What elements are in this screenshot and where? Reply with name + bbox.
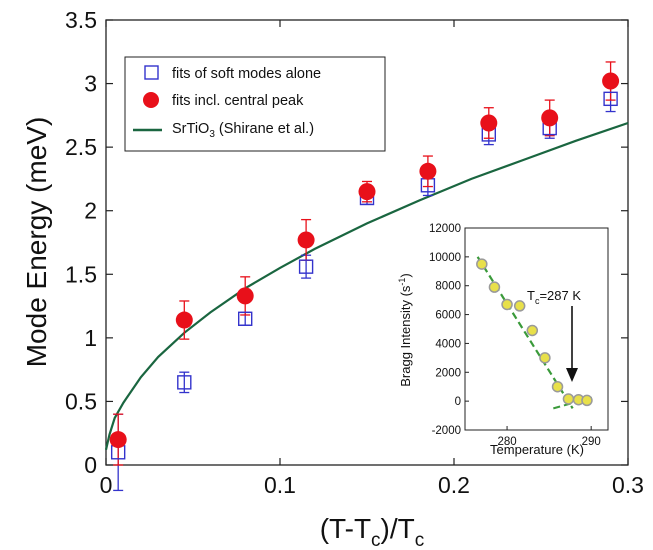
legend-label-srtio3: SrTiO3 (Shirane et al.) [172, 121, 314, 140]
central-peak-point [175, 311, 193, 329]
y-tick-label: 0 [84, 452, 97, 478]
central-peak-markers [109, 72, 620, 449]
central-peak-point [541, 109, 559, 127]
y-tick-label: 2.5 [65, 134, 97, 160]
inset-y-tick-label: 6000 [435, 310, 461, 322]
y-axis-label: Mode Energy (meV) [21, 117, 52, 368]
central-peak-point [602, 72, 620, 90]
inset-data-point [551, 380, 564, 393]
inset-arrow-head [566, 368, 578, 382]
inset-data-point [488, 281, 501, 293]
inset-data-point [562, 393, 575, 405]
y-tick-label: 2 [84, 198, 97, 224]
inset-y-tick-label: 8000 [435, 281, 461, 293]
inset-y-axis-ticks: -2000 0 2000 4000 6000 8000 10000 12000 [429, 223, 469, 437]
soft-mode-point [237, 311, 253, 326]
central-peak-point [480, 114, 498, 132]
y-tick-label: 3 [84, 71, 97, 97]
central-peak-point [419, 162, 437, 180]
central-peak-point [236, 287, 254, 305]
inset-x-tick-label: 280 [497, 436, 516, 448]
inset-data-point [539, 352, 551, 364]
legend-square-marker [144, 65, 159, 80]
central-peak-point [109, 431, 127, 449]
inset-x-axis-label: Temperature (K) [490, 442, 584, 457]
x-axis-ticks: 0 0.1 0.2 0.3 [100, 20, 644, 498]
legend-box [124, 56, 386, 152]
x-tick-label: 0.3 [612, 472, 644, 498]
inset-data-point [513, 300, 526, 312]
inset-x-tick-label: 290 [582, 436, 601, 448]
x-tick-label: 0 [100, 472, 113, 498]
inset-data-point [526, 324, 539, 337]
y-tick-label: 1 [84, 325, 97, 351]
inset-y-tick-label: -2000 [432, 425, 461, 437]
inset-data-point [501, 298, 513, 311]
inset-data-markers [476, 258, 593, 407]
inset-y-tick-label: 10000 [429, 252, 461, 264]
y-tick-label: 0.5 [65, 388, 97, 414]
y-tick-label: 3.5 [65, 7, 97, 33]
main-plot: 0 0.5 1 1.5 2 2.5 3 3.5 0 0.1 0.2 0.3 [65, 7, 644, 498]
inset-y-axis-label: Bragg Intensity (s-1) [397, 273, 413, 387]
legend-circle-marker [143, 92, 159, 108]
inset-y-tick-label: 2000 [435, 367, 461, 379]
soft-mode-point [298, 259, 314, 274]
x-tick-label: 0.1 [264, 472, 296, 498]
central-peak-point [358, 183, 376, 201]
legend-label-central-peak: fits incl. central peak [172, 93, 304, 109]
soft-mode-point [177, 375, 192, 390]
inset-y-tick-label: 12000 [429, 223, 461, 235]
inset-y-tick-label: 0 [455, 396, 461, 408]
inset-data-point [476, 258, 488, 270]
central-peak-point [297, 231, 315, 249]
y-axis-ticks: 0 0.5 1 1.5 2 2.5 3 3.5 [65, 7, 628, 478]
inset-x-axis-ticks: 280 290 [497, 426, 601, 448]
plot-frame [105, 19, 629, 466]
inset-data-point [581, 394, 593, 407]
soft-mode-point [603, 91, 618, 107]
inset-annotation-tc: Tc=287 K [527, 288, 581, 306]
y-tick-label: 1.5 [65, 261, 97, 287]
legend: fits of soft modes alone fits incl. cent… [124, 56, 386, 152]
legend-label-soft-modes: fits of soft modes alone [172, 66, 321, 82]
x-tick-label: 0.2 [438, 472, 470, 498]
inset-y-tick-label: 4000 [435, 338, 461, 350]
